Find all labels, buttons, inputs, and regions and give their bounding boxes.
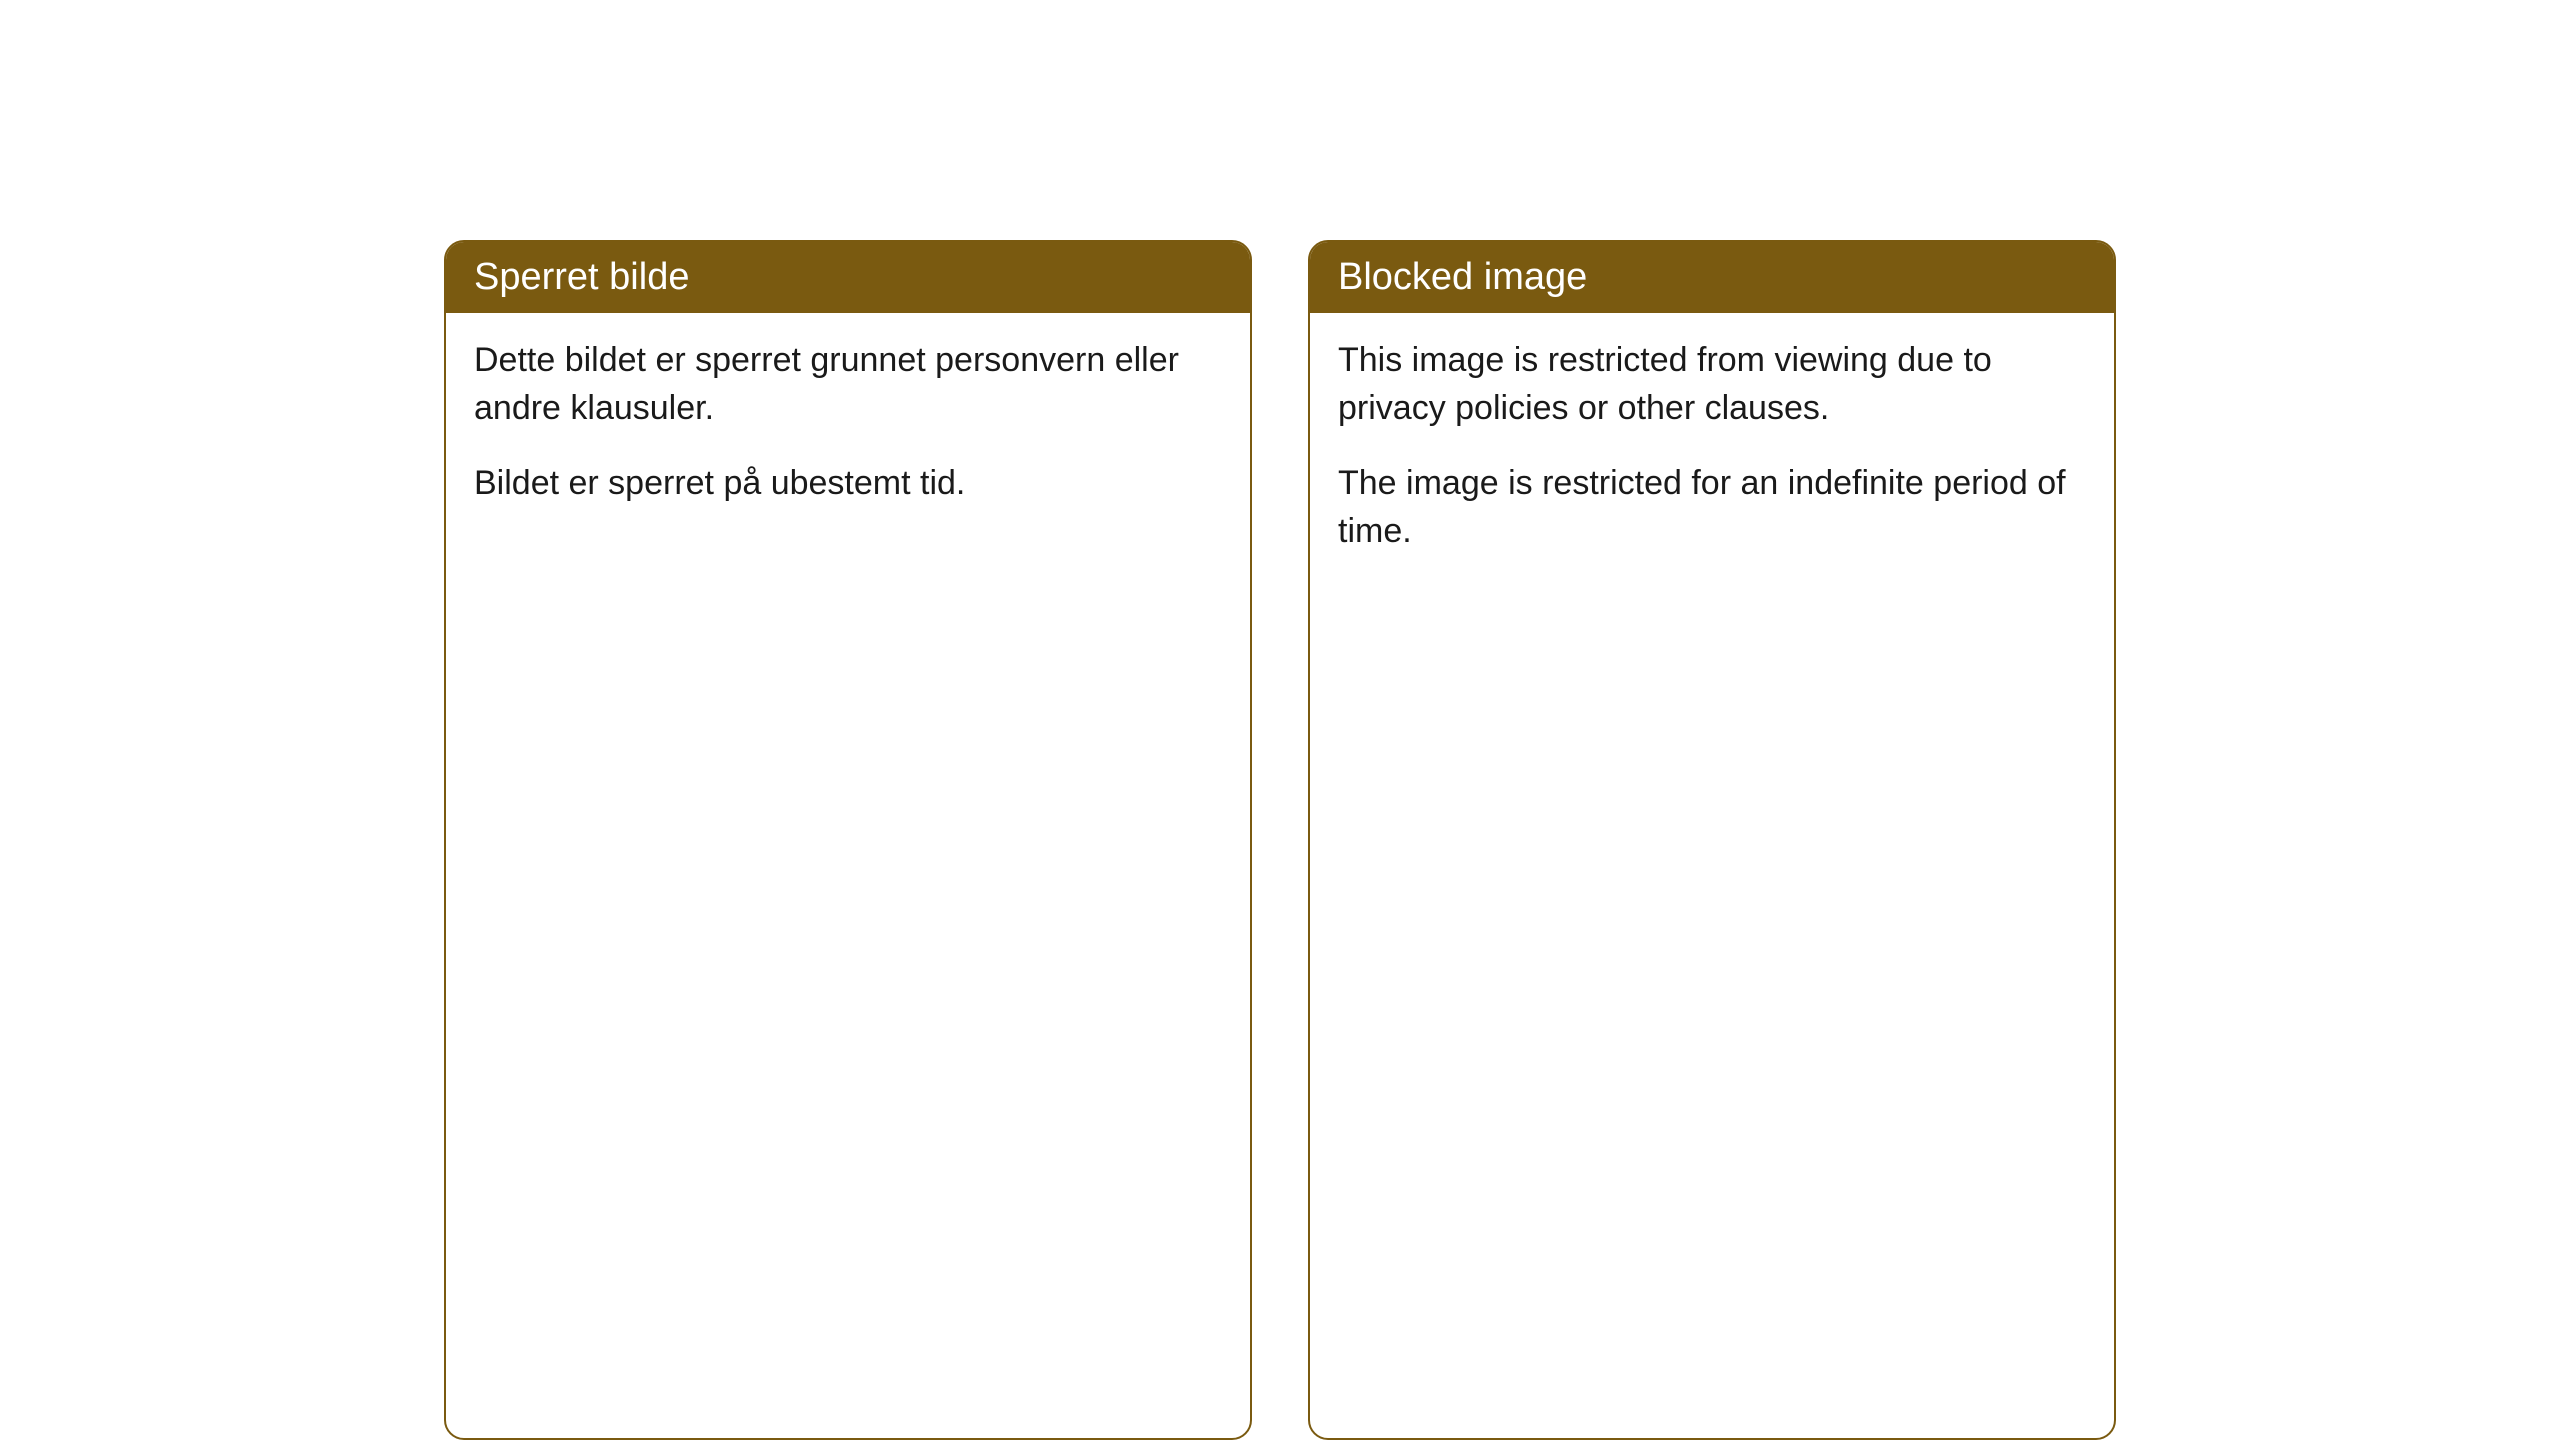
card-norwegian: Sperret bilde Dette bildet er sperret gr… bbox=[444, 240, 1252, 1440]
card-paragraph-2: The image is restricted for an indefinit… bbox=[1338, 460, 2086, 555]
card-paragraph-2: Bildet er sperret på ubestemt tid. bbox=[474, 460, 1222, 508]
card-header-english: Blocked image bbox=[1310, 242, 2114, 313]
card-header-norwegian: Sperret bilde bbox=[446, 242, 1250, 313]
card-body-english: This image is restricted from viewing du… bbox=[1310, 313, 2114, 595]
card-title: Blocked image bbox=[1338, 256, 1587, 298]
card-paragraph-1: This image is restricted from viewing du… bbox=[1338, 337, 2086, 432]
card-english: Blocked image This image is restricted f… bbox=[1308, 240, 2116, 1440]
card-body-norwegian: Dette bildet er sperret grunnet personve… bbox=[446, 313, 1250, 548]
cards-container: Sperret bilde Dette bildet er sperret gr… bbox=[444, 240, 2116, 1440]
card-paragraph-1: Dette bildet er sperret grunnet personve… bbox=[474, 337, 1222, 432]
card-title: Sperret bilde bbox=[474, 256, 689, 298]
